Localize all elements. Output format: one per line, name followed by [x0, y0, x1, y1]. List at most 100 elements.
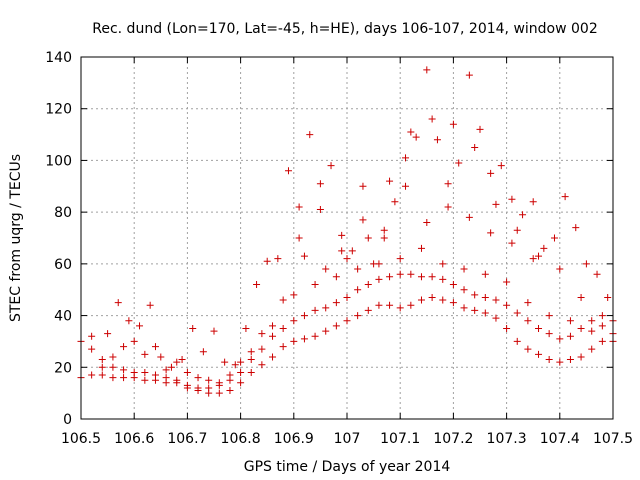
data-point	[471, 306, 479, 314]
x-tick-label: 106.6	[114, 431, 154, 447]
data-point	[306, 131, 314, 139]
data-point	[423, 218, 431, 226]
data-point	[513, 226, 521, 234]
x-tick-label: 107.1	[380, 431, 420, 447]
data-point	[487, 169, 495, 177]
data-point	[598, 312, 606, 320]
data-point	[237, 379, 245, 387]
data-point	[183, 381, 191, 389]
data-point	[519, 211, 527, 219]
data-point	[428, 293, 436, 301]
data-point	[417, 244, 425, 252]
data-point	[439, 296, 447, 304]
data-point	[247, 368, 255, 376]
data-point	[380, 234, 388, 242]
data-point	[215, 379, 223, 387]
data-point	[529, 198, 537, 206]
data-point	[375, 260, 383, 268]
data-point	[354, 286, 362, 294]
data-point	[503, 325, 511, 332]
data-point	[237, 358, 245, 366]
data-point	[588, 345, 596, 353]
y-tick-label: 140	[45, 50, 72, 66]
data-point	[311, 281, 319, 289]
data-point	[391, 198, 399, 206]
data-point	[284, 167, 292, 175]
data-point	[386, 177, 394, 185]
data-point	[492, 314, 500, 322]
data-point	[88, 345, 96, 353]
data-point	[444, 203, 452, 211]
data-point	[226, 371, 234, 379]
data-point	[343, 255, 351, 263]
data-point	[327, 162, 335, 170]
data-point	[109, 374, 117, 382]
data-point	[556, 335, 564, 343]
data-point	[343, 293, 351, 301]
data-point	[460, 286, 468, 294]
data-point	[561, 193, 569, 201]
data-point	[136, 322, 144, 330]
data-point	[402, 154, 410, 162]
x-tick-labels: 106.5 106.6 106.7 106.8 106.9 107 107.1 107.2 10…	[61, 431, 633, 447]
data-point	[497, 162, 505, 170]
data-point	[258, 361, 266, 369]
data-point	[449, 120, 457, 128]
data-point	[253, 281, 261, 289]
data-point	[566, 317, 574, 325]
data-point	[375, 275, 383, 283]
x-tick-label: 106.5	[61, 431, 101, 447]
data-point	[348, 247, 356, 255]
data-point	[577, 325, 585, 332]
data-point	[146, 301, 154, 309]
data-point	[535, 325, 543, 332]
data-point	[295, 203, 303, 211]
y-tick-labels: 0 20 40 60 80 100 120 140	[45, 50, 72, 428]
data-point	[242, 325, 250, 332]
data-point	[300, 252, 308, 260]
data-point	[465, 71, 473, 79]
data-point	[508, 239, 516, 247]
data-point	[476, 125, 484, 133]
data-point	[455, 159, 463, 167]
data-point	[545, 312, 553, 320]
data-point	[157, 353, 165, 361]
data-point	[173, 358, 181, 366]
data-point	[120, 366, 128, 374]
data-point	[460, 265, 468, 273]
data-point	[386, 301, 394, 309]
x-tick-label: 107.4	[540, 431, 580, 447]
data-point	[269, 322, 277, 330]
data-point	[396, 270, 404, 278]
data-point	[290, 317, 298, 325]
data-point	[183, 368, 191, 376]
data-point	[556, 265, 564, 273]
grid-lines	[81, 57, 613, 419]
data-point	[417, 296, 425, 304]
y-axis-label: STEC from uqrg / TECUs	[8, 154, 24, 322]
data-point	[449, 299, 457, 307]
data-point	[269, 353, 277, 361]
data-point	[125, 317, 133, 325]
data-point	[338, 231, 346, 239]
data-point	[492, 296, 500, 304]
data-point	[226, 387, 234, 395]
data-point	[311, 306, 319, 314]
data-point	[359, 216, 367, 224]
data-point	[417, 273, 425, 281]
x-tick-label: 106.7	[167, 431, 207, 447]
data-point	[151, 343, 159, 351]
data-point	[428, 273, 436, 281]
data-point	[215, 389, 223, 397]
data-point	[130, 337, 138, 345]
data-point	[492, 200, 500, 208]
data-point	[221, 358, 229, 366]
data-point	[88, 332, 96, 340]
data-point	[290, 291, 298, 299]
data-point	[247, 356, 255, 364]
data-point	[231, 361, 239, 369]
data-point	[433, 136, 441, 144]
data-point	[98, 371, 106, 379]
data-point	[449, 281, 457, 289]
